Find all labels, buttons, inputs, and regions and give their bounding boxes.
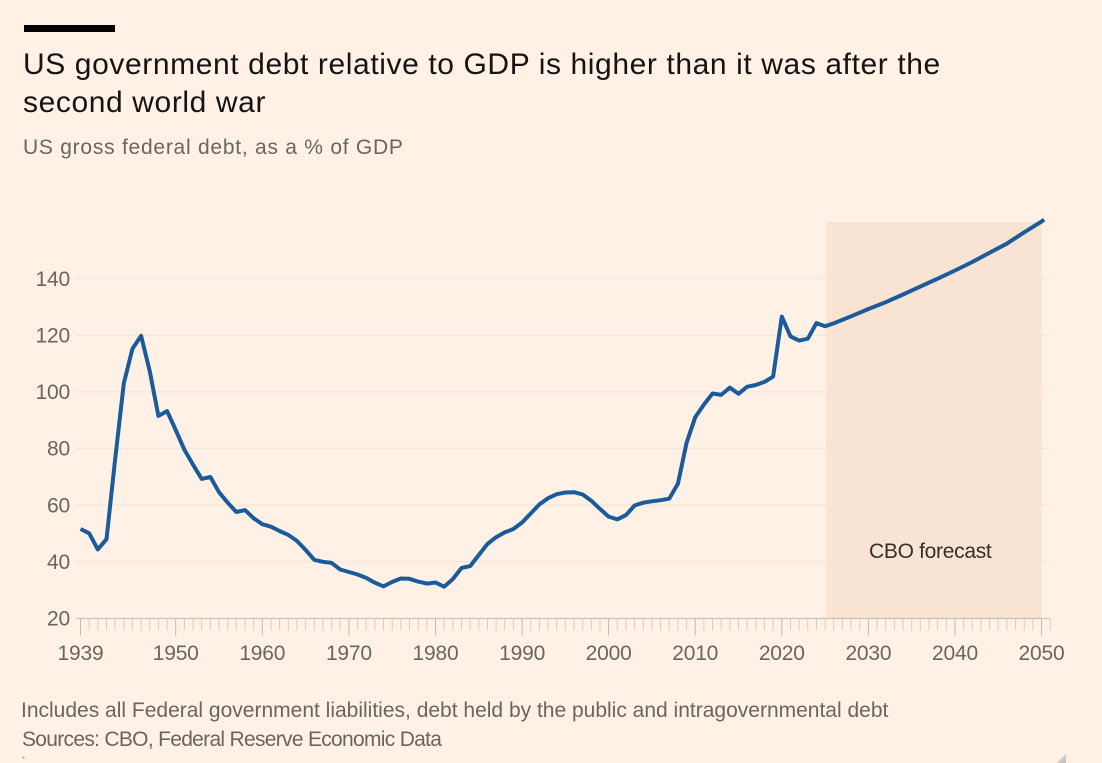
svg-text:1970: 1970 [326, 642, 372, 665]
svg-text:2030: 2030 [845, 642, 891, 665]
svg-text:Sources: CBO, Federal Reserve: Sources: CBO, Federal Reserve Economic D… [22, 728, 442, 751]
svg-text:60: 60 [47, 494, 70, 517]
svg-text:1990: 1990 [499, 642, 545, 665]
svg-text:2010: 2010 [672, 642, 718, 665]
svg-text:2000: 2000 [586, 642, 632, 665]
svg-text:CBO forecast: CBO forecast [869, 540, 992, 563]
svg-text:1939: 1939 [58, 642, 104, 665]
svg-text:40: 40 [47, 551, 70, 574]
svg-text:140: 140 [36, 268, 70, 291]
svg-text:100: 100 [36, 381, 70, 404]
svg-text:80: 80 [47, 438, 70, 461]
svg-text:2040: 2040 [932, 642, 978, 665]
svg-text:120: 120 [36, 325, 70, 348]
svg-text:1980: 1980 [413, 642, 459, 665]
svg-text:Includes all Federal governmen: Includes all Federal government liabilit… [21, 699, 889, 722]
svg-text:2020: 2020 [759, 642, 805, 665]
svg-text:20: 20 [47, 607, 70, 630]
svg-text:1950: 1950 [153, 642, 199, 665]
svg-text:2050: 2050 [1019, 642, 1065, 665]
svg-text:1960: 1960 [239, 642, 285, 665]
